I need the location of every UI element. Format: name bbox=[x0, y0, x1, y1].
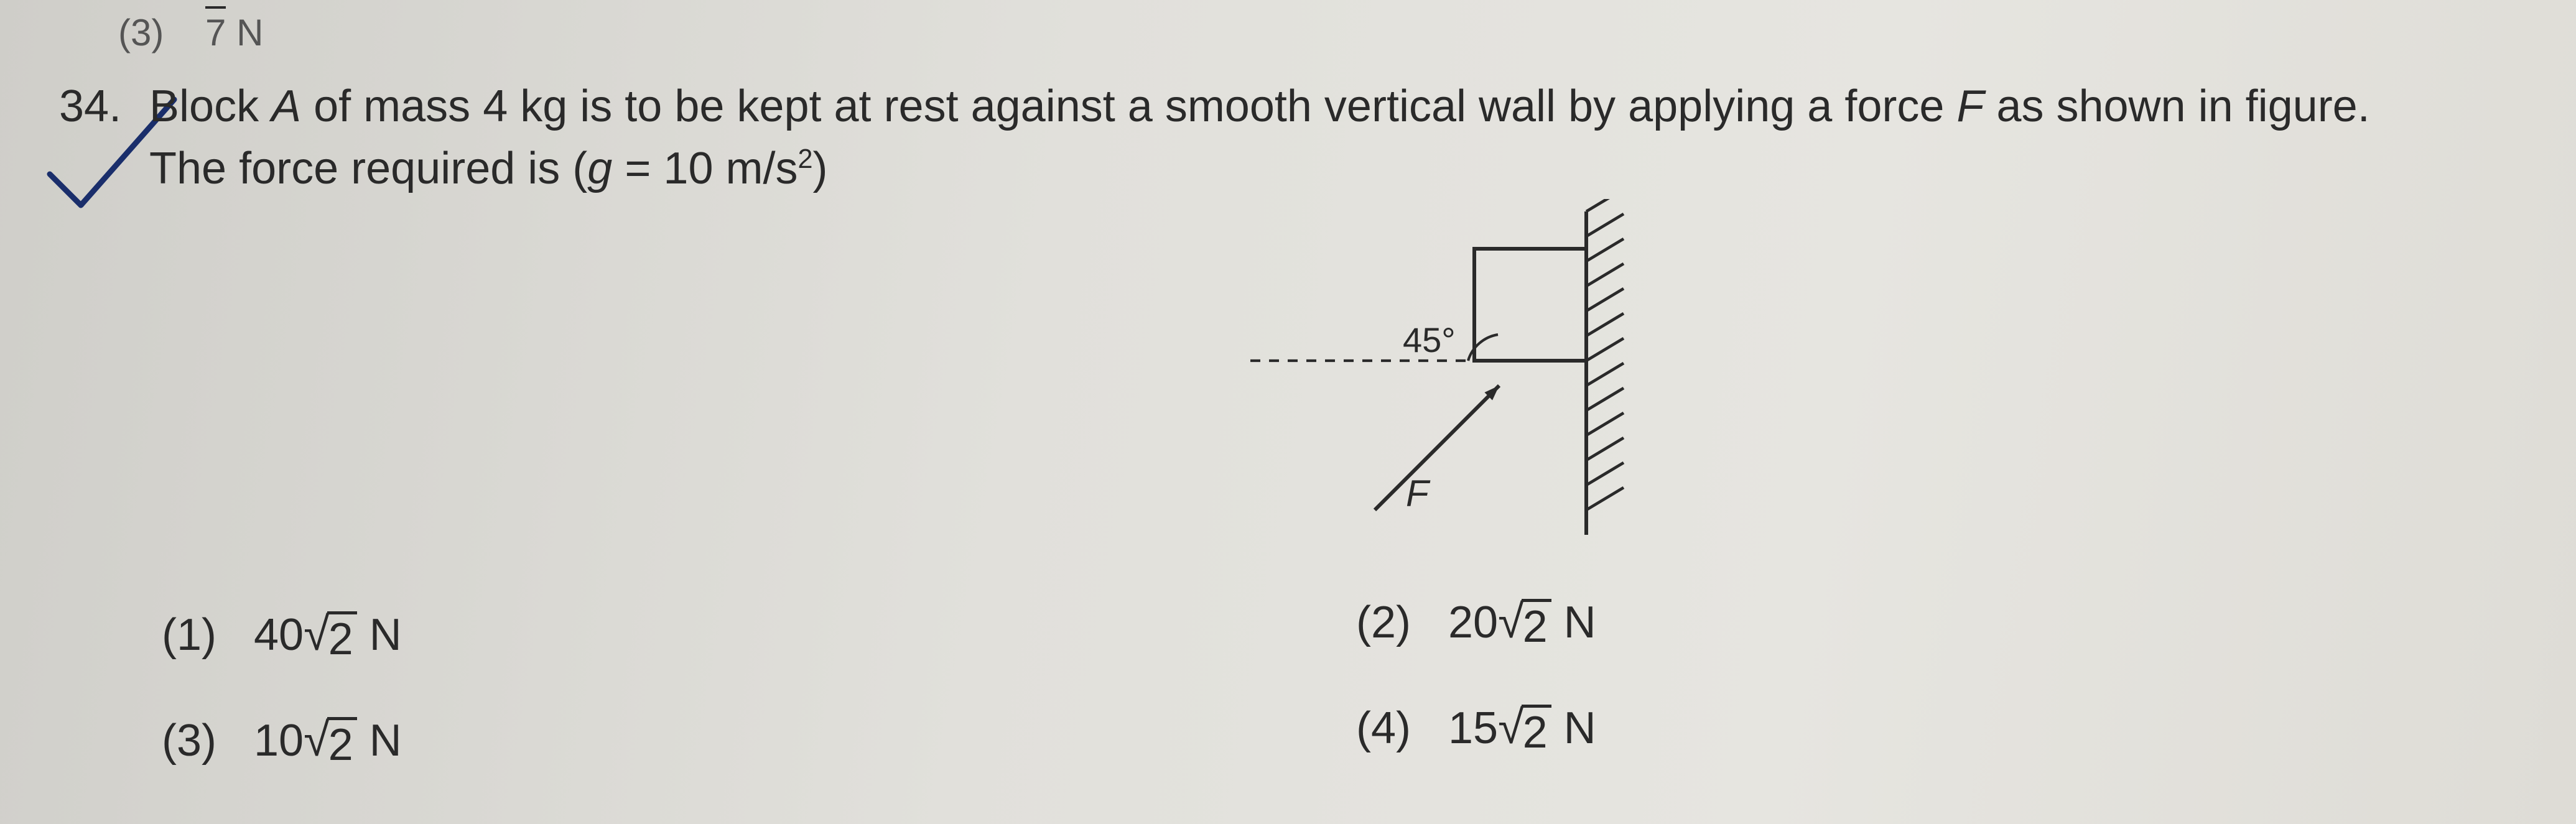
option-1-coef: 40 bbox=[254, 610, 304, 660]
option-3-rad: 2 bbox=[327, 717, 357, 767]
sqrt-icon: √ bbox=[1498, 705, 1524, 752]
svg-text:F: F bbox=[1406, 473, 1431, 514]
option-3: (3) 10√2 N bbox=[162, 715, 402, 767]
sqrt-icon: √ bbox=[1498, 599, 1524, 646]
option-2-rad: 2 bbox=[1522, 599, 1551, 649]
prev-denom: 7 bbox=[205, 6, 226, 54]
question-number: 34. bbox=[59, 81, 121, 132]
option-1: (1) 40√2 N bbox=[162, 609, 402, 662]
q-line2-close: ) bbox=[813, 144, 828, 193]
option-1-rad: 2 bbox=[327, 611, 357, 662]
option-2: (2) 20√2 N bbox=[1356, 597, 1596, 649]
q-line2-pre: The force required is ( bbox=[149, 144, 587, 193]
option-4: (4) 15√2 N bbox=[1356, 703, 1596, 755]
q-line2-g: g bbox=[587, 144, 612, 193]
question-text-line2: The force required is (g = 10 m/s2) bbox=[149, 143, 827, 194]
q-line1-F: F bbox=[1956, 81, 1984, 131]
prev-option-num: (3) bbox=[118, 12, 164, 53]
option-3-paren: (3) bbox=[162, 716, 216, 766]
option-3-coef: 10 bbox=[254, 716, 304, 766]
option-4-unit: N bbox=[1551, 703, 1596, 753]
sqrt-icon: √ bbox=[304, 717, 330, 764]
q-line1-tail: as shown in figure. bbox=[1984, 81, 2369, 131]
option-2-coef: 20 bbox=[1448, 598, 1498, 647]
option-3-unit: N bbox=[357, 716, 402, 766]
option-4-paren: (4) bbox=[1356, 703, 1411, 753]
question-text-line1: Block A of mass 4 kg is to be kept at re… bbox=[149, 81, 2370, 132]
page-root: { "prev_fragment": { "option_num": "(3)"… bbox=[0, 0, 2576, 824]
option-4-rad: 2 bbox=[1522, 705, 1551, 755]
option-4-coef: 15 bbox=[1448, 703, 1498, 753]
svg-text:45°: 45° bbox=[1403, 320, 1456, 359]
option-1-paren: (1) bbox=[162, 610, 216, 660]
prev-question-fragment: (3) 7 N bbox=[118, 6, 263, 54]
prev-unit: N bbox=[236, 12, 263, 53]
q-line1-A: A bbox=[271, 81, 301, 131]
q-line2-exp: 2 bbox=[797, 144, 812, 174]
option-1-unit: N bbox=[370, 610, 402, 660]
option-2-unit: N bbox=[1551, 598, 1596, 647]
q-line1-pre: Block bbox=[149, 81, 271, 131]
option-2-paren: (2) bbox=[1356, 598, 1411, 647]
q-line1-post: of mass 4 kg is to be kept at rest again… bbox=[301, 81, 1956, 131]
q-line2-eq: = 10 m/s bbox=[612, 144, 797, 193]
sqrt-icon: √ bbox=[304, 611, 330, 659]
figure-diagram: 45° F bbox=[1213, 199, 1648, 547]
